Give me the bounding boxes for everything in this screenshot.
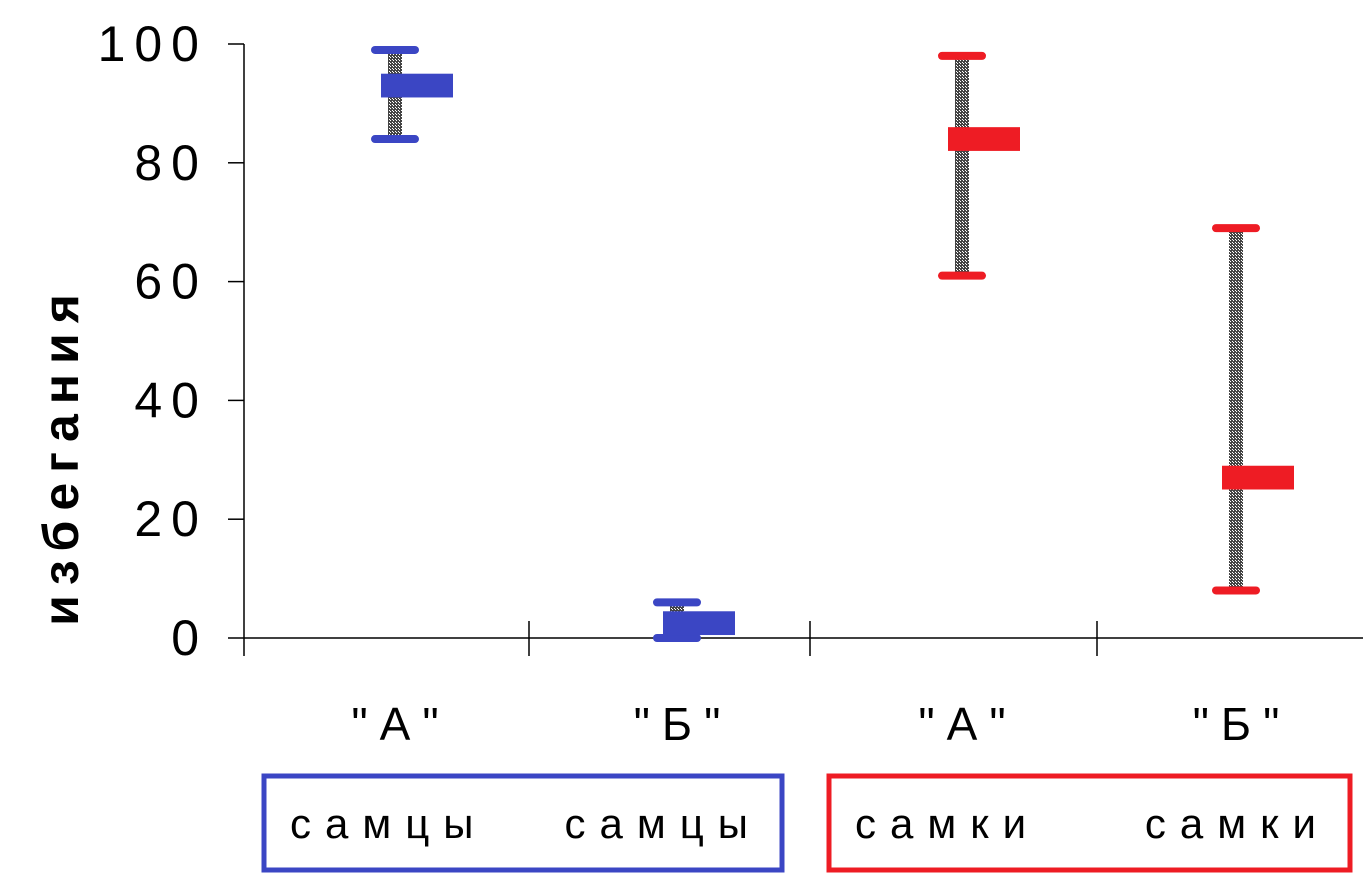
series-mark-1 (653, 598, 735, 642)
data-marks (371, 45, 1294, 642)
y-tick-label-5: 100 (98, 16, 208, 72)
group-labels: самцы самцы самки самки (261, 773, 1353, 873)
category-label-0: "А" (351, 698, 450, 750)
group-border-1 (826, 773, 1353, 873)
y-tick-label-4: 80 (134, 135, 208, 191)
box-3 (1222, 465, 1294, 490)
category-label-3: "Б" (1193, 698, 1292, 750)
series-mark-2 (938, 51, 1020, 280)
y-tick-label-0: 0 (171, 610, 208, 666)
group-label-right-0: самцы (565, 800, 762, 847)
category-label-2: "А" (918, 698, 1017, 750)
axes (228, 43, 1363, 656)
group-border-0 (261, 773, 785, 873)
y-axis-label: избегания (33, 284, 89, 626)
y-tick-label-3: 60 (134, 254, 208, 310)
y-tick-label-2: 40 (134, 372, 208, 428)
group-label-left-0: самцы (290, 800, 487, 847)
y-tick-label-1: 20 (134, 491, 208, 547)
box-2 (948, 127, 1020, 151)
whisker-3 (1229, 228, 1243, 591)
series-mark-0 (371, 45, 453, 144)
category-label-1: "Б" (634, 698, 733, 750)
group-label-left-1: самки (855, 800, 1040, 847)
box-0 (381, 73, 453, 98)
group-1: самки самки (826, 773, 1353, 873)
y-tick-labels: 0 20 40 60 80 100 (98, 16, 208, 666)
whisker-2 (955, 55, 969, 276)
box-1 (663, 611, 735, 636)
series-mark-3 (1212, 224, 1294, 595)
group-label-right-1: самки (1145, 800, 1330, 847)
group-0: самцы самцы (261, 773, 785, 873)
category-labels: "А" "Б" "А" "Б" (351, 698, 1292, 750)
